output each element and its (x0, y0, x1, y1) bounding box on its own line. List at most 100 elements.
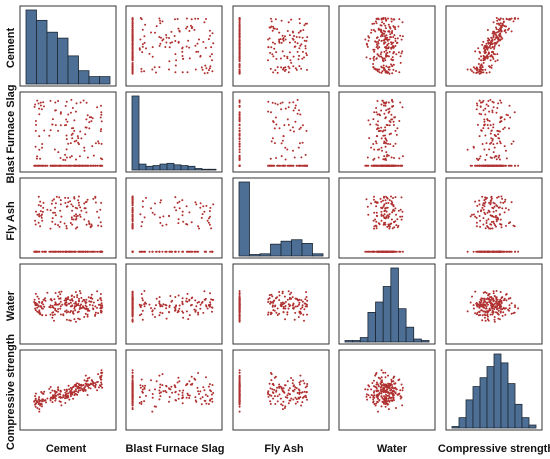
scatter-points-cement-vs-blast-furnace-slag (131, 17, 215, 75)
scatter-point (496, 196, 499, 199)
scatter-point (375, 142, 378, 145)
scatter-point (195, 203, 198, 206)
scatter-point (269, 403, 272, 405)
scatter-point (77, 137, 80, 140)
scatter-point (278, 383, 281, 386)
scatter-point (492, 126, 495, 129)
scatter-point (181, 402, 184, 405)
scatter-point (492, 215, 495, 218)
scatter-point (80, 209, 83, 212)
scatter-point (391, 72, 394, 75)
scatter-point (377, 383, 379, 386)
scatter-point (182, 389, 185, 392)
scatter-point (238, 374, 241, 377)
scatter-point (372, 379, 375, 382)
scatter-point (384, 207, 387, 210)
scatter-point (60, 290, 63, 293)
scatter-point (373, 227, 375, 230)
scatter-point (385, 210, 388, 213)
scatter-point (390, 250, 392, 253)
scatter-point (477, 63, 480, 65)
scatter-point (131, 54, 134, 57)
scatter-point (386, 153, 389, 156)
scatter-point (481, 319, 484, 322)
scatter-point (377, 410, 379, 413)
scatter-point (140, 403, 143, 405)
scatter-point (488, 301, 491, 303)
scatter-point (495, 311, 497, 314)
scatter-point (101, 164, 104, 167)
scatter-point (381, 250, 384, 253)
scatter-point (58, 196, 61, 199)
scatter-point (385, 139, 388, 142)
scatter-point (271, 388, 274, 391)
scatter-point (79, 164, 82, 167)
scatter-point (389, 143, 392, 146)
scatter-point (293, 384, 295, 387)
scatter-point (139, 213, 142, 216)
scatter-point (499, 142, 502, 145)
scatter-point (300, 404, 303, 407)
scatter-point (476, 210, 479, 213)
scatter-point (238, 30, 241, 33)
scatter-point (139, 38, 142, 41)
scatter-point (38, 410, 41, 413)
scatter-point (38, 213, 41, 216)
scatter-point (275, 51, 278, 54)
scatter-point (376, 53, 379, 56)
scatter-point (401, 210, 404, 213)
scatter-point (131, 39, 134, 42)
scatter-point (474, 50, 477, 53)
scatter-point (375, 43, 378, 46)
scatter-point (490, 196, 493, 199)
scatter-point (382, 371, 385, 374)
scatter-point (389, 164, 392, 167)
scatter-point (284, 146, 287, 149)
scatter-point (38, 215, 41, 217)
scatter-point (381, 33, 384, 35)
scatter-point (162, 303, 165, 306)
scatter-point (288, 67, 291, 70)
scatter-point (298, 47, 301, 50)
scatter-point (178, 389, 181, 392)
scatter-point (52, 164, 55, 167)
scatter-point (495, 31, 498, 34)
scatter-point (195, 305, 198, 308)
scatter-point (209, 55, 212, 58)
scatter-point (70, 203, 73, 206)
scatter-point (481, 314, 484, 317)
scatter-point (385, 123, 388, 126)
scatter-point (373, 48, 376, 51)
scatter-point (401, 155, 404, 158)
scatter-point (211, 384, 214, 386)
scatter-point (76, 164, 79, 167)
scatter-point (51, 123, 54, 126)
scatter-point (392, 68, 395, 71)
scatter-point (380, 390, 383, 393)
scatter-point (144, 384, 147, 387)
scatter-point (301, 124, 304, 127)
histogram-bar-compressive-strength-4 (479, 377, 488, 429)
scatter-point (90, 120, 93, 123)
scatter-point (381, 388, 384, 391)
scatter-point (388, 72, 391, 75)
scatter-point (498, 44, 501, 47)
scatter-point (380, 405, 383, 408)
scatter-point (387, 397, 390, 400)
scatter-point (392, 63, 395, 66)
scatter-point (131, 304, 134, 307)
scatter-point (41, 307, 44, 310)
scatter-point (99, 130, 102, 133)
scatter-point (131, 28, 134, 31)
scatter-point (67, 296, 70, 299)
scatter-point (190, 18, 193, 21)
scatter-point (54, 292, 57, 294)
scatter-point (37, 221, 40, 224)
scatter-point (207, 221, 210, 224)
scatter-point (58, 291, 61, 294)
scatter-point (278, 41, 281, 44)
scatter-point (375, 57, 378, 60)
scatter-point (96, 299, 99, 302)
scatter-point (92, 301, 95, 304)
